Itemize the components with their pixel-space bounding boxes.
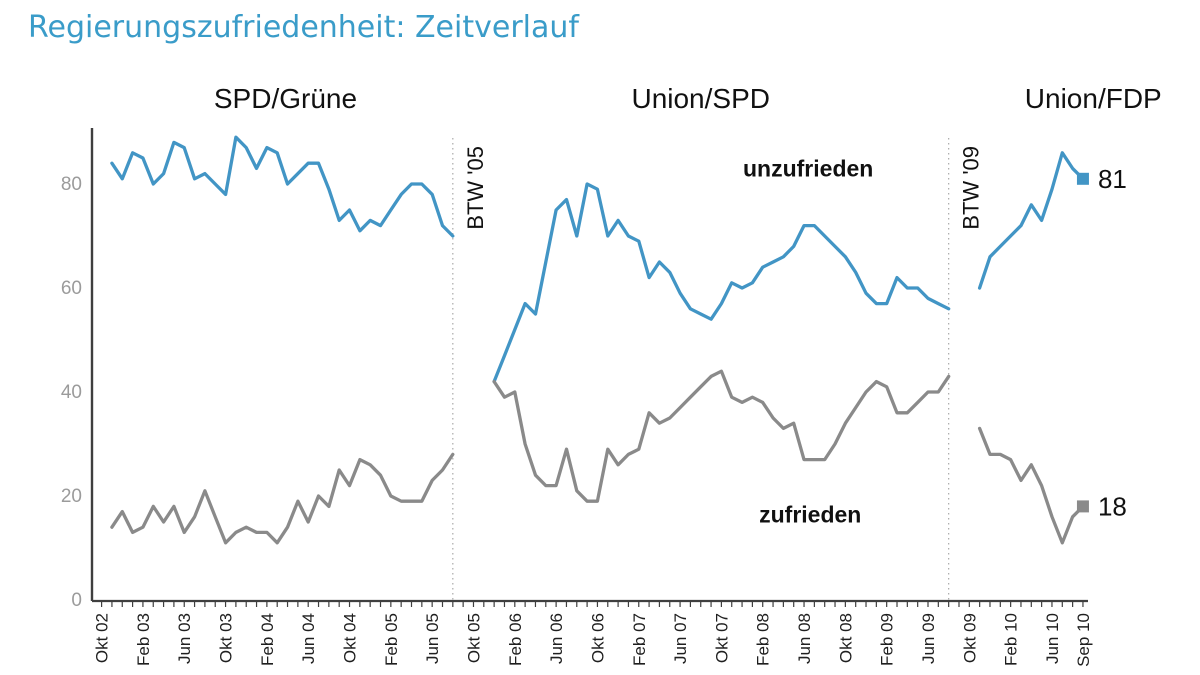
x-tick-label: Okt 03: [217, 613, 236, 663]
x-tick-label: Jun 10: [1043, 613, 1062, 664]
x-tick-label: Feb 10: [1002, 613, 1021, 666]
x-tick-label: Jun 04: [299, 613, 318, 664]
y-tick-label: 40: [61, 382, 82, 403]
x-tick-label: Okt 07: [712, 613, 731, 663]
x-tick-label: Jun 05: [423, 613, 442, 664]
chart-title: Regierungszufriedenheit: Zeitverlauf: [28, 10, 579, 45]
x-tick-label: Okt 09: [960, 613, 979, 663]
series-zufrieden-line: [977, 426, 1085, 545]
x-tick-label: Feb 09: [878, 613, 897, 666]
election-label: BTW '05: [463, 146, 488, 230]
election-label: BTW '09: [959, 146, 984, 230]
x-tick-label: Okt 06: [588, 613, 607, 663]
series-label-zufrieden: zufrieden: [759, 502, 861, 528]
zufrieden-end-marker: [1076, 500, 1089, 513]
series-unzufrieden-line: [977, 151, 1085, 290]
x-tick-label: Okt 04: [341, 613, 360, 663]
x-tick-label: Feb 08: [754, 613, 773, 666]
series-unzufrieden-line: [492, 182, 951, 384]
x-tick-label: Feb 03: [134, 613, 153, 666]
series-zufrieden-line: [110, 452, 455, 545]
unzufrieden-end-value: 81: [1098, 164, 1127, 194]
x-tick-label: Jun 03: [175, 613, 194, 664]
x-tick-label: Jun 08: [795, 613, 814, 664]
series-label-unzufrieden: unzufrieden: [743, 155, 873, 181]
x-tick-label: Jun 06: [547, 613, 566, 664]
period-header: SPD/Grüne: [214, 83, 357, 114]
x-tick-label: Okt 02: [93, 613, 112, 663]
period-header: Union/SPD: [631, 83, 770, 114]
y-tick-label: 0: [71, 590, 82, 611]
period-header: Union/FDP: [1025, 83, 1162, 114]
x-tick-label: Feb 07: [630, 613, 649, 666]
y-tick-label: 20: [61, 486, 82, 507]
x-tick-label: Feb 04: [258, 613, 277, 666]
x-tick-label: Sep 10: [1074, 613, 1093, 667]
x-tick-label: Feb 05: [382, 613, 401, 666]
series-unzufrieden-line: [110, 135, 455, 238]
x-tick-label: Jun 09: [919, 613, 938, 664]
y-tick-label: 60: [61, 278, 82, 299]
series-zufrieden-line: [492, 369, 951, 503]
x-tick-label: Feb 06: [506, 613, 525, 666]
x-tick-label: Okt 05: [464, 613, 483, 663]
y-tick-label: 80: [61, 174, 82, 195]
unzufrieden-end-marker: [1076, 172, 1089, 185]
zufrieden-end-value: 18: [1098, 491, 1127, 521]
x-tick-label: Okt 08: [836, 613, 855, 663]
x-tick-label: Jun 07: [671, 613, 690, 664]
